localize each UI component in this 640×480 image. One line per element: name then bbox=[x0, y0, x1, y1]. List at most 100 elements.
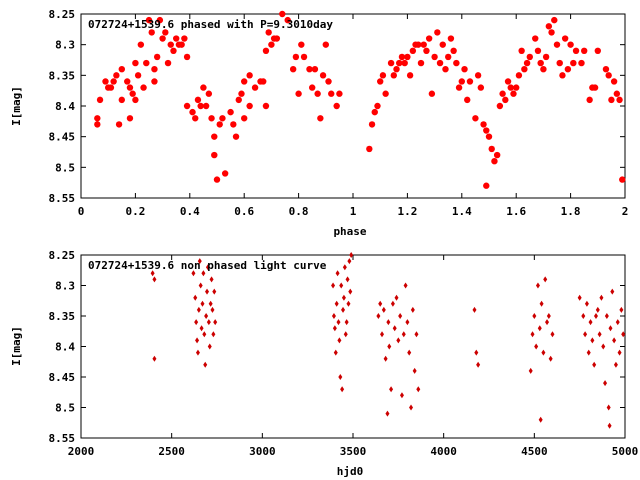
phased-data-point bbox=[246, 72, 253, 79]
phased-data-point bbox=[591, 84, 599, 91]
nonphased-data-point bbox=[332, 325, 337, 332]
phased-xtick-label: 1.4 bbox=[452, 205, 472, 218]
nonphased-data-point bbox=[597, 331, 602, 338]
phased-data-point bbox=[167, 41, 174, 48]
phased-data-point bbox=[173, 35, 180, 42]
phased-data-point bbox=[415, 41, 422, 48]
phased-data-point bbox=[151, 78, 158, 85]
phased-y-axis-label: I[mag] bbox=[10, 86, 23, 126]
nonphased-data-point bbox=[383, 355, 388, 362]
phased-data-point bbox=[227, 108, 234, 116]
phased-data-point bbox=[262, 102, 270, 110]
nonphased-data-point bbox=[546, 313, 551, 319]
nonphased-xtick-label: 3500 bbox=[340, 445, 367, 458]
phased-data-point bbox=[94, 121, 101, 128]
phased-data-point bbox=[126, 115, 134, 122]
phased-data-point bbox=[368, 121, 376, 128]
nonphased-data-point bbox=[150, 270, 155, 277]
nonphased-data-point bbox=[340, 386, 345, 393]
nonphased-data-point bbox=[537, 325, 542, 332]
phased-data-point bbox=[137, 41, 145, 48]
phased-x-axis: 0 0.2 0.4 0.6 0.8 1 1.2 1.4 1.6 1.8 2 bbox=[78, 14, 628, 218]
phased-ytick-label: 8.45 bbox=[49, 131, 76, 144]
nonphased-data-point bbox=[207, 343, 212, 350]
nonphased-data-point bbox=[203, 361, 208, 368]
phased-data-point bbox=[608, 96, 615, 104]
phased-xtick-label: 1.8 bbox=[561, 205, 581, 218]
phased-data-point bbox=[453, 59, 460, 67]
nonphased-ytick-label: 8.3 bbox=[55, 280, 75, 293]
phased-data-point bbox=[502, 96, 509, 104]
nonphased-data-point bbox=[334, 300, 339, 307]
nonphased-y-axis-label: I[mag] bbox=[10, 326, 23, 366]
phased-data-point bbox=[230, 121, 237, 128]
phased-data-point bbox=[221, 170, 229, 177]
nonphased-data-point bbox=[584, 300, 589, 307]
phased-ytick-label: 8.35 bbox=[49, 69, 76, 82]
phased-data-point bbox=[159, 35, 166, 42]
phased-data-point bbox=[464, 96, 471, 104]
nonphased-data-point bbox=[601, 343, 606, 350]
phased-data-point bbox=[140, 84, 147, 91]
phased-data-point bbox=[474, 72, 482, 79]
phased-xtick-label: 1.6 bbox=[506, 205, 526, 218]
phased-data-point bbox=[374, 102, 381, 110]
nonphased-data-point bbox=[530, 331, 535, 338]
nonphased-data-point bbox=[409, 404, 414, 411]
phased-data-point bbox=[409, 47, 417, 54]
phased-data-point bbox=[559, 72, 566, 79]
phased-data-point bbox=[268, 41, 275, 48]
phased-series bbox=[94, 10, 626, 189]
nonphased-data-point bbox=[543, 276, 548, 283]
phased-data-point bbox=[265, 29, 272, 36]
phased-data-point bbox=[537, 59, 544, 67]
phased-data-point bbox=[107, 84, 115, 91]
phased-data-point bbox=[480, 121, 487, 128]
nonphased-xtick-label: 5000 bbox=[612, 445, 639, 458]
nonphased-data-point bbox=[548, 355, 553, 362]
nonphased-data-point bbox=[412, 367, 417, 374]
phased-xtick-label: 0.6 bbox=[234, 205, 254, 218]
nonphased-data-point bbox=[210, 306, 215, 313]
phased-data-point bbox=[401, 59, 408, 67]
phased-data-point bbox=[613, 90, 621, 97]
phased-data-point bbox=[387, 59, 395, 67]
nonphased-data-point bbox=[376, 313, 381, 319]
phased-ytick-label: 8.5 bbox=[55, 161, 75, 174]
nonphased-data-point bbox=[603, 380, 608, 387]
phased-data-point bbox=[423, 47, 430, 54]
nonphased-data-point bbox=[200, 300, 205, 307]
phased-data-point bbox=[132, 96, 139, 104]
phased-data-point bbox=[113, 72, 120, 79]
nonphased-data-point bbox=[201, 270, 206, 277]
nonphased-data-point bbox=[532, 313, 537, 319]
phased-data-point bbox=[325, 78, 332, 85]
phased-data-point bbox=[619, 176, 626, 183]
phased-data-point bbox=[289, 66, 297, 73]
nonphased-data-point bbox=[608, 325, 613, 332]
nonphased-data-point bbox=[342, 264, 347, 271]
phased-data-point bbox=[96, 96, 104, 104]
phased-data-point bbox=[507, 84, 514, 91]
nonphased-data-point bbox=[195, 337, 200, 344]
nonphased-data-point bbox=[205, 264, 210, 271]
phased-data-point bbox=[211, 133, 218, 140]
phased-data-point bbox=[578, 59, 585, 67]
phased-xtick-label: 1 bbox=[350, 205, 357, 218]
phased-data-point bbox=[235, 96, 242, 104]
phased-data-point bbox=[181, 35, 188, 42]
phased-data-point bbox=[124, 78, 131, 85]
phased-data-point bbox=[496, 102, 504, 110]
phased-data-point bbox=[319, 72, 327, 79]
phased-ytick-label: 8.25 bbox=[49, 8, 76, 21]
phased-data-point bbox=[251, 84, 259, 91]
phased-data-point bbox=[377, 78, 384, 85]
phased-data-point bbox=[295, 90, 302, 97]
phased-data-point bbox=[545, 23, 553, 30]
phased-data-point bbox=[153, 53, 161, 61]
phased-data-point bbox=[309, 84, 316, 91]
phased-data-point bbox=[156, 16, 164, 24]
phased-data-point bbox=[616, 96, 623, 104]
phased-data-point bbox=[553, 41, 561, 48]
